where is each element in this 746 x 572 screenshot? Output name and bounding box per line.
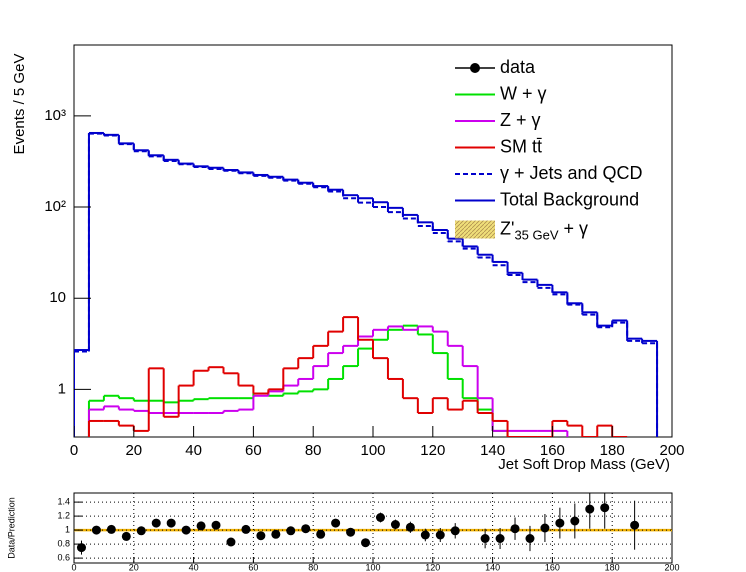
data-point xyxy=(585,504,595,514)
y-tick-label: 10² xyxy=(44,198,66,215)
data-point xyxy=(495,534,505,543)
x-tick-label: 120 xyxy=(420,442,445,459)
data-point xyxy=(106,524,116,534)
x-axis-title: Jet Soft Drop Mass (GeV) xyxy=(498,456,670,473)
x-tick-label: 0 xyxy=(71,562,76,572)
ratio-frame xyxy=(73,492,673,564)
x-tick-label: 160 xyxy=(545,562,560,572)
legend-label: Total Background xyxy=(500,189,639,209)
x-tick-label: 20 xyxy=(125,442,142,459)
data-point xyxy=(420,530,430,540)
x-tick-label: 180 xyxy=(605,562,620,572)
legend-label: SM tt̄ xyxy=(500,136,542,156)
x-tick-label: 100 xyxy=(360,442,385,459)
data-point xyxy=(76,543,86,553)
x-tick-label: 140 xyxy=(480,442,505,459)
data-point xyxy=(271,529,281,539)
data-point xyxy=(226,537,236,547)
data-point xyxy=(256,531,266,541)
y-tick-label: 10³ xyxy=(44,107,66,124)
data-point xyxy=(450,526,460,536)
data-point xyxy=(540,523,550,533)
data-point xyxy=(390,520,400,529)
data-point xyxy=(630,520,640,530)
x-tick-label: 60 xyxy=(245,442,262,459)
y-tick-label: 0.8 xyxy=(57,538,70,548)
data-point xyxy=(166,518,176,528)
data-point xyxy=(196,521,206,531)
data-point xyxy=(136,526,146,536)
legend-label: Z'35 GeV + γ xyxy=(500,218,588,243)
data-point xyxy=(346,527,356,537)
legend-label: data xyxy=(500,57,536,77)
x-tick-label: 0 xyxy=(70,442,78,459)
y-tick-label: 1 xyxy=(65,524,70,534)
x-tick-label: 160 xyxy=(540,442,565,459)
data-point xyxy=(121,531,131,541)
x-tick-label: 80 xyxy=(305,442,322,459)
y-tick-label: 10 xyxy=(49,289,66,306)
data-point xyxy=(375,513,385,522)
data-point xyxy=(480,534,490,543)
data-point xyxy=(151,518,161,528)
x-tick-label: 140 xyxy=(485,562,500,572)
legend-label: W + γ xyxy=(500,83,547,103)
data-point xyxy=(510,524,520,534)
x-tick-label: 200 xyxy=(664,562,679,572)
x-tick-label: 40 xyxy=(185,442,202,459)
data-point xyxy=(525,534,535,543)
x-tick-label: 40 xyxy=(189,562,199,572)
data-point xyxy=(555,518,565,528)
data-point xyxy=(211,520,221,530)
legend-label-part: + γ xyxy=(559,218,589,238)
legend-marker xyxy=(470,63,480,73)
data-point xyxy=(361,538,371,548)
legend-label-part: Z' xyxy=(500,218,514,238)
data-point xyxy=(405,522,415,532)
x-tick-label: 180 xyxy=(600,442,625,459)
legend-label-part: 35 GeV xyxy=(514,228,558,243)
x-tick-label: 60 xyxy=(248,562,258,572)
legend-label: Z + γ xyxy=(500,110,541,130)
data-point xyxy=(600,503,610,513)
data-point xyxy=(570,516,580,526)
data-point xyxy=(316,529,326,539)
data-point xyxy=(241,524,251,534)
x-tick-label: 100 xyxy=(365,562,380,572)
y-tick-label: 1.4 xyxy=(57,496,70,506)
legend-swatch-hatch xyxy=(455,220,495,239)
ratio-points xyxy=(74,493,672,555)
data-point xyxy=(331,518,341,528)
legend-label: γ + Jets and QCD xyxy=(500,163,643,183)
data-point xyxy=(435,530,445,540)
ratio-y-title: Data/Prediction xyxy=(6,497,16,559)
x-tick-label: 120 xyxy=(425,562,440,572)
y-tick-label: 0.6 xyxy=(57,552,70,562)
legend: data W + γ Z + γ SM tt̄ γ + Jets and QCD Tota… xyxy=(455,57,643,243)
x-tick-label: 200 xyxy=(659,442,684,459)
data-point xyxy=(286,526,296,536)
y-tick-label: 1.2 xyxy=(57,510,70,520)
y-axis-title: Events / 5 GeV xyxy=(11,54,28,155)
x-tick-label: 20 xyxy=(129,562,139,572)
y-tick-label: 1 xyxy=(58,380,66,397)
data-point xyxy=(301,524,311,534)
x-tick-label: 80 xyxy=(308,562,318,572)
data-point xyxy=(91,525,101,535)
histograms xyxy=(74,131,659,437)
